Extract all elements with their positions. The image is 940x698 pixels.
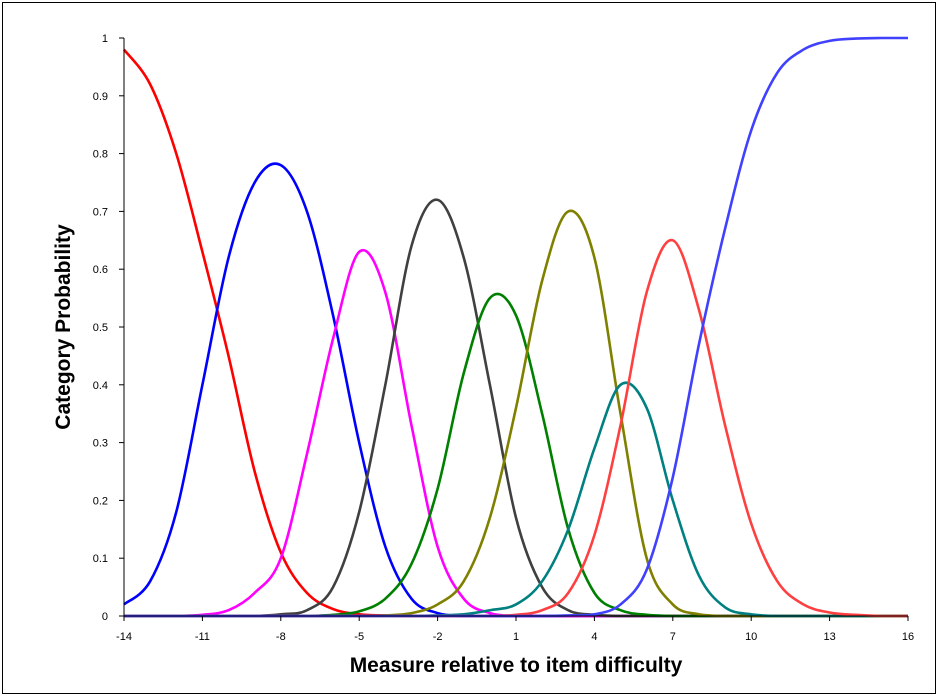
x-tick-label: -8 — [276, 631, 286, 643]
x-axis-title: Measure relative to item difficulty — [350, 654, 683, 677]
y-tick-label: 0.4 — [93, 380, 108, 392]
x-tick-label: -14 — [116, 631, 132, 643]
x-tick-label: -11 — [195, 631, 210, 643]
x-tick-label: 4 — [591, 631, 597, 643]
y-tick-label: 0.6 — [93, 264, 108, 276]
y-tick-label: 0 — [102, 611, 108, 623]
y-tick-label: 0.1 — [93, 553, 108, 565]
x-tick-label: -2 — [433, 631, 443, 643]
plot-area — [124, 38, 908, 616]
y-tick-label: 0.7 — [93, 206, 108, 218]
x-tick-label: 16 — [902, 631, 914, 643]
y-axis-title: Category Probability — [52, 224, 75, 430]
y-tick-label: 0.2 — [93, 495, 108, 507]
x-tick-label: 1 — [513, 631, 519, 643]
y-tick-label: 1 — [102, 33, 108, 45]
x-tick-label: 10 — [745, 631, 757, 643]
y-tick-label: 0.8 — [93, 149, 108, 161]
x-tick-label: 13 — [823, 631, 835, 643]
y-tick-label: 0.3 — [93, 438, 108, 450]
x-ticks-group: -14 -11 -8 -5 -2 1 4 7 10 13 16 — [116, 616, 914, 643]
y-ticks-group: 0 0.1 0.2 0.3 0.4 0.5 0.6 0.7 0.8 0.9 1 — [93, 33, 124, 623]
x-tick-label: 7 — [670, 631, 676, 643]
y-tick-label: 0.9 — [93, 91, 108, 103]
y-tick-label: 0.5 — [93, 322, 108, 334]
x-tick-label: -5 — [354, 631, 364, 643]
